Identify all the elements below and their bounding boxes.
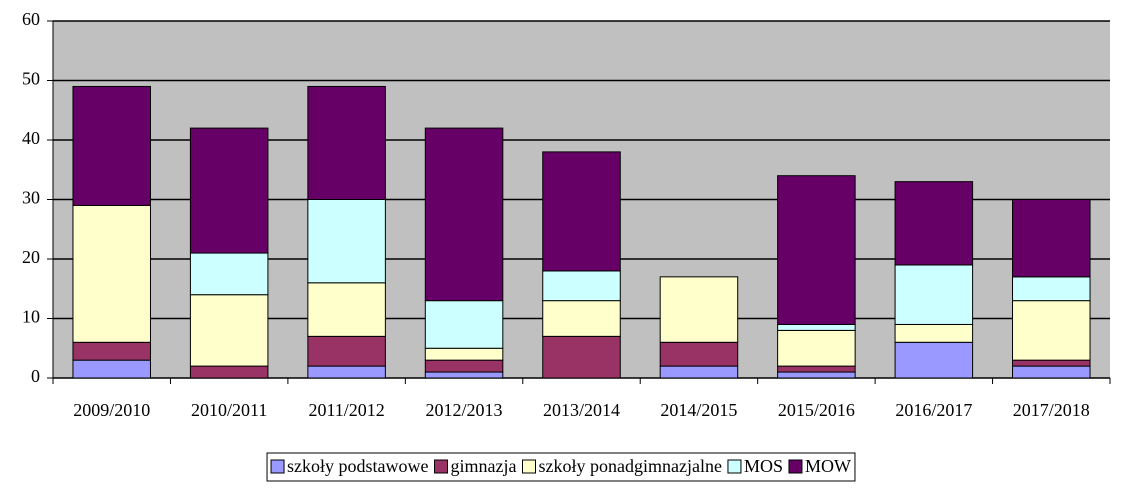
bar-segment — [1012, 300, 1091, 361]
legend-swatch — [727, 459, 742, 474]
bar-segment — [777, 175, 856, 325]
bar-segment — [659, 365, 739, 379]
bar-segment — [894, 323, 974, 343]
legend-swatch — [270, 459, 285, 474]
bar-segment — [424, 371, 504, 379]
y-tick-label: 40 — [22, 128, 40, 148]
bar-segment — [659, 341, 739, 367]
y-tick-label: 20 — [22, 247, 40, 267]
bar-segment — [542, 335, 621, 379]
y-tick-label: 30 — [22, 188, 40, 208]
legend-label: MOW — [805, 456, 851, 476]
legend-label: szkoły ponadgimnazjalne — [539, 456, 722, 476]
bar-segment — [1012, 199, 1091, 278]
bar-segment — [894, 181, 974, 266]
bar-segment — [659, 276, 739, 343]
x-tick-label: 2017/2018 — [1013, 400, 1090, 420]
bar-segment — [1012, 276, 1091, 302]
bar-segment — [424, 127, 504, 302]
y-tick-label: 60 — [22, 9, 40, 29]
bar-segment — [777, 323, 856, 331]
bar-segment — [307, 199, 386, 284]
bar-segment — [894, 341, 974, 379]
x-tick-label: 2014/2015 — [660, 400, 737, 420]
legend-label: MOS — [744, 456, 783, 476]
legend-label: gimnazja — [451, 456, 517, 476]
bar-segment — [777, 329, 856, 367]
x-tick-label: 2015/2016 — [778, 400, 855, 420]
bar-segment — [307, 85, 386, 200]
bar-segment — [189, 127, 269, 254]
legend-swatch — [788, 459, 803, 474]
bar-segment — [72, 85, 151, 206]
x-tick-label: 2009/2010 — [73, 400, 150, 420]
x-tick-label: 2011/2012 — [308, 400, 384, 420]
bar-segment — [424, 300, 504, 349]
x-tick-label: 2010/2011 — [191, 400, 267, 420]
bar-segment — [424, 359, 504, 373]
x-tick-label: 2013/2014 — [543, 400, 620, 420]
legend-swatch — [522, 459, 536, 474]
bar-segment — [189, 252, 269, 296]
bar-segment — [894, 264, 974, 325]
bar-segment — [72, 204, 151, 343]
y-tick-label: 0 — [31, 366, 40, 386]
legend-label: szkoły podstawowe — [287, 456, 428, 476]
bar-segment — [777, 365, 856, 373]
bar-segment — [307, 365, 386, 379]
y-tick-label: 50 — [22, 69, 40, 89]
bar-segment — [189, 294, 269, 367]
bar-segment — [542, 270, 621, 302]
legend-swatch — [434, 459, 449, 474]
bar-segment — [307, 335, 386, 367]
bar-segment — [189, 365, 269, 379]
legend — [266, 452, 856, 482]
bar-segment — [777, 371, 856, 379]
x-tick-label: 2016/2017 — [895, 400, 972, 420]
bar-segment — [542, 151, 621, 272]
x-tick-label: 2012/2013 — [426, 400, 503, 420]
bar-segment — [1012, 365, 1091, 379]
bar-segment — [72, 359, 151, 379]
y-tick-label: 10 — [22, 307, 40, 327]
bar-segment — [1012, 359, 1091, 367]
bar-segment — [307, 282, 386, 337]
bar-segment — [424, 347, 504, 361]
bar-segment — [542, 300, 621, 337]
bar-segment — [72, 341, 151, 361]
